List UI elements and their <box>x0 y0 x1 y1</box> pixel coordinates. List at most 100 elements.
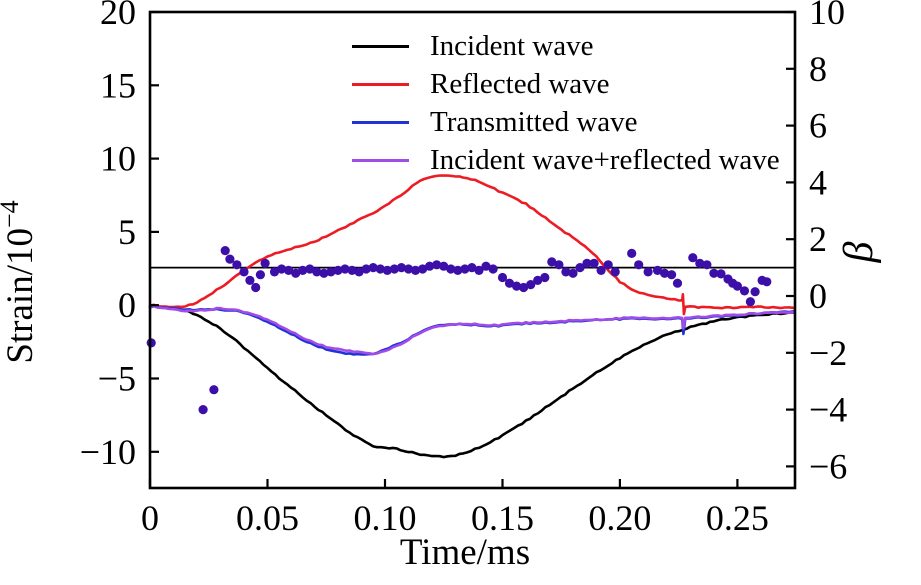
beta-scatter-point <box>382 265 392 275</box>
beta-scatter-point <box>291 268 301 278</box>
beta-scatter-point <box>762 277 772 287</box>
y-left-tick-label: 0 <box>118 285 136 325</box>
series-line-reflected-wave <box>148 174 796 316</box>
series-line-incident-wave <box>148 304 796 459</box>
beta-scatter-point <box>561 267 571 277</box>
beta-scatter-point <box>389 264 399 274</box>
legend-label-reflected-wave: Reflected wave <box>430 67 610 100</box>
y-right-tick-label: 6 <box>809 106 827 146</box>
beta-scatter-point <box>439 261 449 271</box>
legend-item-reflected-wave: Reflected wave <box>352 65 780 103</box>
plot-frame <box>148 10 797 490</box>
beta-scatter-point <box>209 385 219 395</box>
beta-scatter-point <box>481 261 491 271</box>
beta-scatter-point <box>260 258 270 268</box>
y-left-tick-label: 20 <box>100 0 136 32</box>
beta-scatter-point <box>540 272 550 283</box>
y-right-tick-label: −2 <box>809 333 847 373</box>
beta-scatter-point <box>596 265 606 275</box>
beta-scatter-point <box>582 258 592 268</box>
series-line-incident-wave-reflected-wave <box>148 304 796 356</box>
beta-scatter-point <box>232 260 242 270</box>
beta-scatter-point <box>750 287 760 297</box>
x-tick-label: 0.20 <box>588 498 651 538</box>
beta-scatter-point <box>575 263 585 273</box>
beta-scatter-point <box>488 264 498 274</box>
beta-scatter-point <box>312 267 322 277</box>
y-right-tick-label: 8 <box>809 49 827 89</box>
beta-scatter-point <box>504 278 515 288</box>
legend-item-transmitted-wave: Transmitted wave <box>352 103 780 141</box>
y-left-tick-label: −10 <box>80 432 136 472</box>
x-tick-label: 0 <box>141 498 159 538</box>
x-axis-label: Time/ms <box>400 532 530 573</box>
beta-scatter-point <box>589 258 599 268</box>
legend-label-incident-plus-reflected-wave: Incident wave+reflected wave <box>430 143 780 176</box>
beta-scatter-point <box>652 265 663 275</box>
beta-scatter-point <box>251 282 261 293</box>
beta-scatter-point <box>716 269 726 279</box>
beta-scatter-point <box>326 267 336 277</box>
y-right-tick-label: −4 <box>809 390 847 430</box>
beta-scatter-point <box>660 268 670 278</box>
beta-scatter-point <box>446 264 456 274</box>
plot-layer <box>146 174 796 459</box>
legend: Incident wave Reflected wave Transmitted… <box>352 27 780 179</box>
beta-scatter-point <box>739 286 750 296</box>
y-left-tick-label: 5 <box>118 212 136 252</box>
y-left-tick-label: 15 <box>100 65 136 105</box>
beta-scatter-point <box>410 265 421 275</box>
x-tick-label: 0.10 <box>354 498 417 538</box>
beta-scatter-point <box>340 264 350 274</box>
x-tick-label: 0.25 <box>706 498 769 538</box>
beta-scatter-point <box>467 263 477 273</box>
beta-scatter-point <box>688 253 698 263</box>
y-axis-label-right: β <box>836 241 882 263</box>
beta-scatter-point <box>418 264 428 274</box>
y-right-tick-label: 0 <box>809 276 827 316</box>
beta-scatter-point <box>425 261 435 271</box>
y-left-tick-label: −5 <box>98 359 136 399</box>
beta-scatter-point <box>526 280 536 290</box>
beta-scatter-point <box>333 265 343 275</box>
beta-scatter-point <box>361 264 371 274</box>
x-tick-label: 0.05 <box>236 498 299 538</box>
beta-scatter-point <box>284 265 294 275</box>
beta-scatter-point <box>245 275 255 285</box>
beta-scatter-point <box>610 267 620 277</box>
beta-scatter-series <box>146 246 772 415</box>
beta-scatter-point <box>672 278 683 288</box>
beta-scatter-point <box>198 405 208 415</box>
beta-scatter-point <box>497 272 508 283</box>
legend-line-incident-wave <box>352 44 409 48</box>
beta-scatter-point <box>225 254 235 264</box>
y-right-tick-label: 2 <box>809 219 827 259</box>
beta-scatter-point <box>627 248 637 258</box>
beta-scatter-point <box>667 270 677 280</box>
beta-scatter-point <box>547 257 557 267</box>
beta-scatter-point <box>298 265 308 275</box>
beta-scatter-point <box>695 258 705 268</box>
beta-scatter-point <box>603 260 613 270</box>
beta-scatter-point <box>533 275 543 285</box>
x-tick-label: 0.15 <box>471 498 534 538</box>
beta-scatter-point <box>474 265 484 275</box>
beta-scatter-point <box>432 260 442 270</box>
y-right-tick-label: 10 <box>809 0 845 32</box>
axis-layer: 0 0.05 0.10 0.15 0.20 0.2520151050−5−10108642… <box>80 0 848 538</box>
beta-scatter-point <box>554 260 564 270</box>
beta-scatter-point <box>511 281 522 291</box>
y-right-tick-label: 4 <box>809 162 827 202</box>
beta-scatter-point <box>396 263 406 273</box>
beta-scatter-point <box>239 267 249 277</box>
y-axis-label-left: Strain/10−4 <box>0 200 41 363</box>
beta-scatter-point <box>745 297 756 307</box>
legend-label-incident-wave: Incident wave <box>430 29 594 62</box>
beta-scatter-point <box>519 282 529 293</box>
beta-scatter-point <box>305 264 315 274</box>
legend-line-reflected-wave <box>352 82 409 86</box>
beta-scatter-point <box>255 270 265 280</box>
legend-label-transmitted-wave: Transmitted wave <box>430 105 638 138</box>
